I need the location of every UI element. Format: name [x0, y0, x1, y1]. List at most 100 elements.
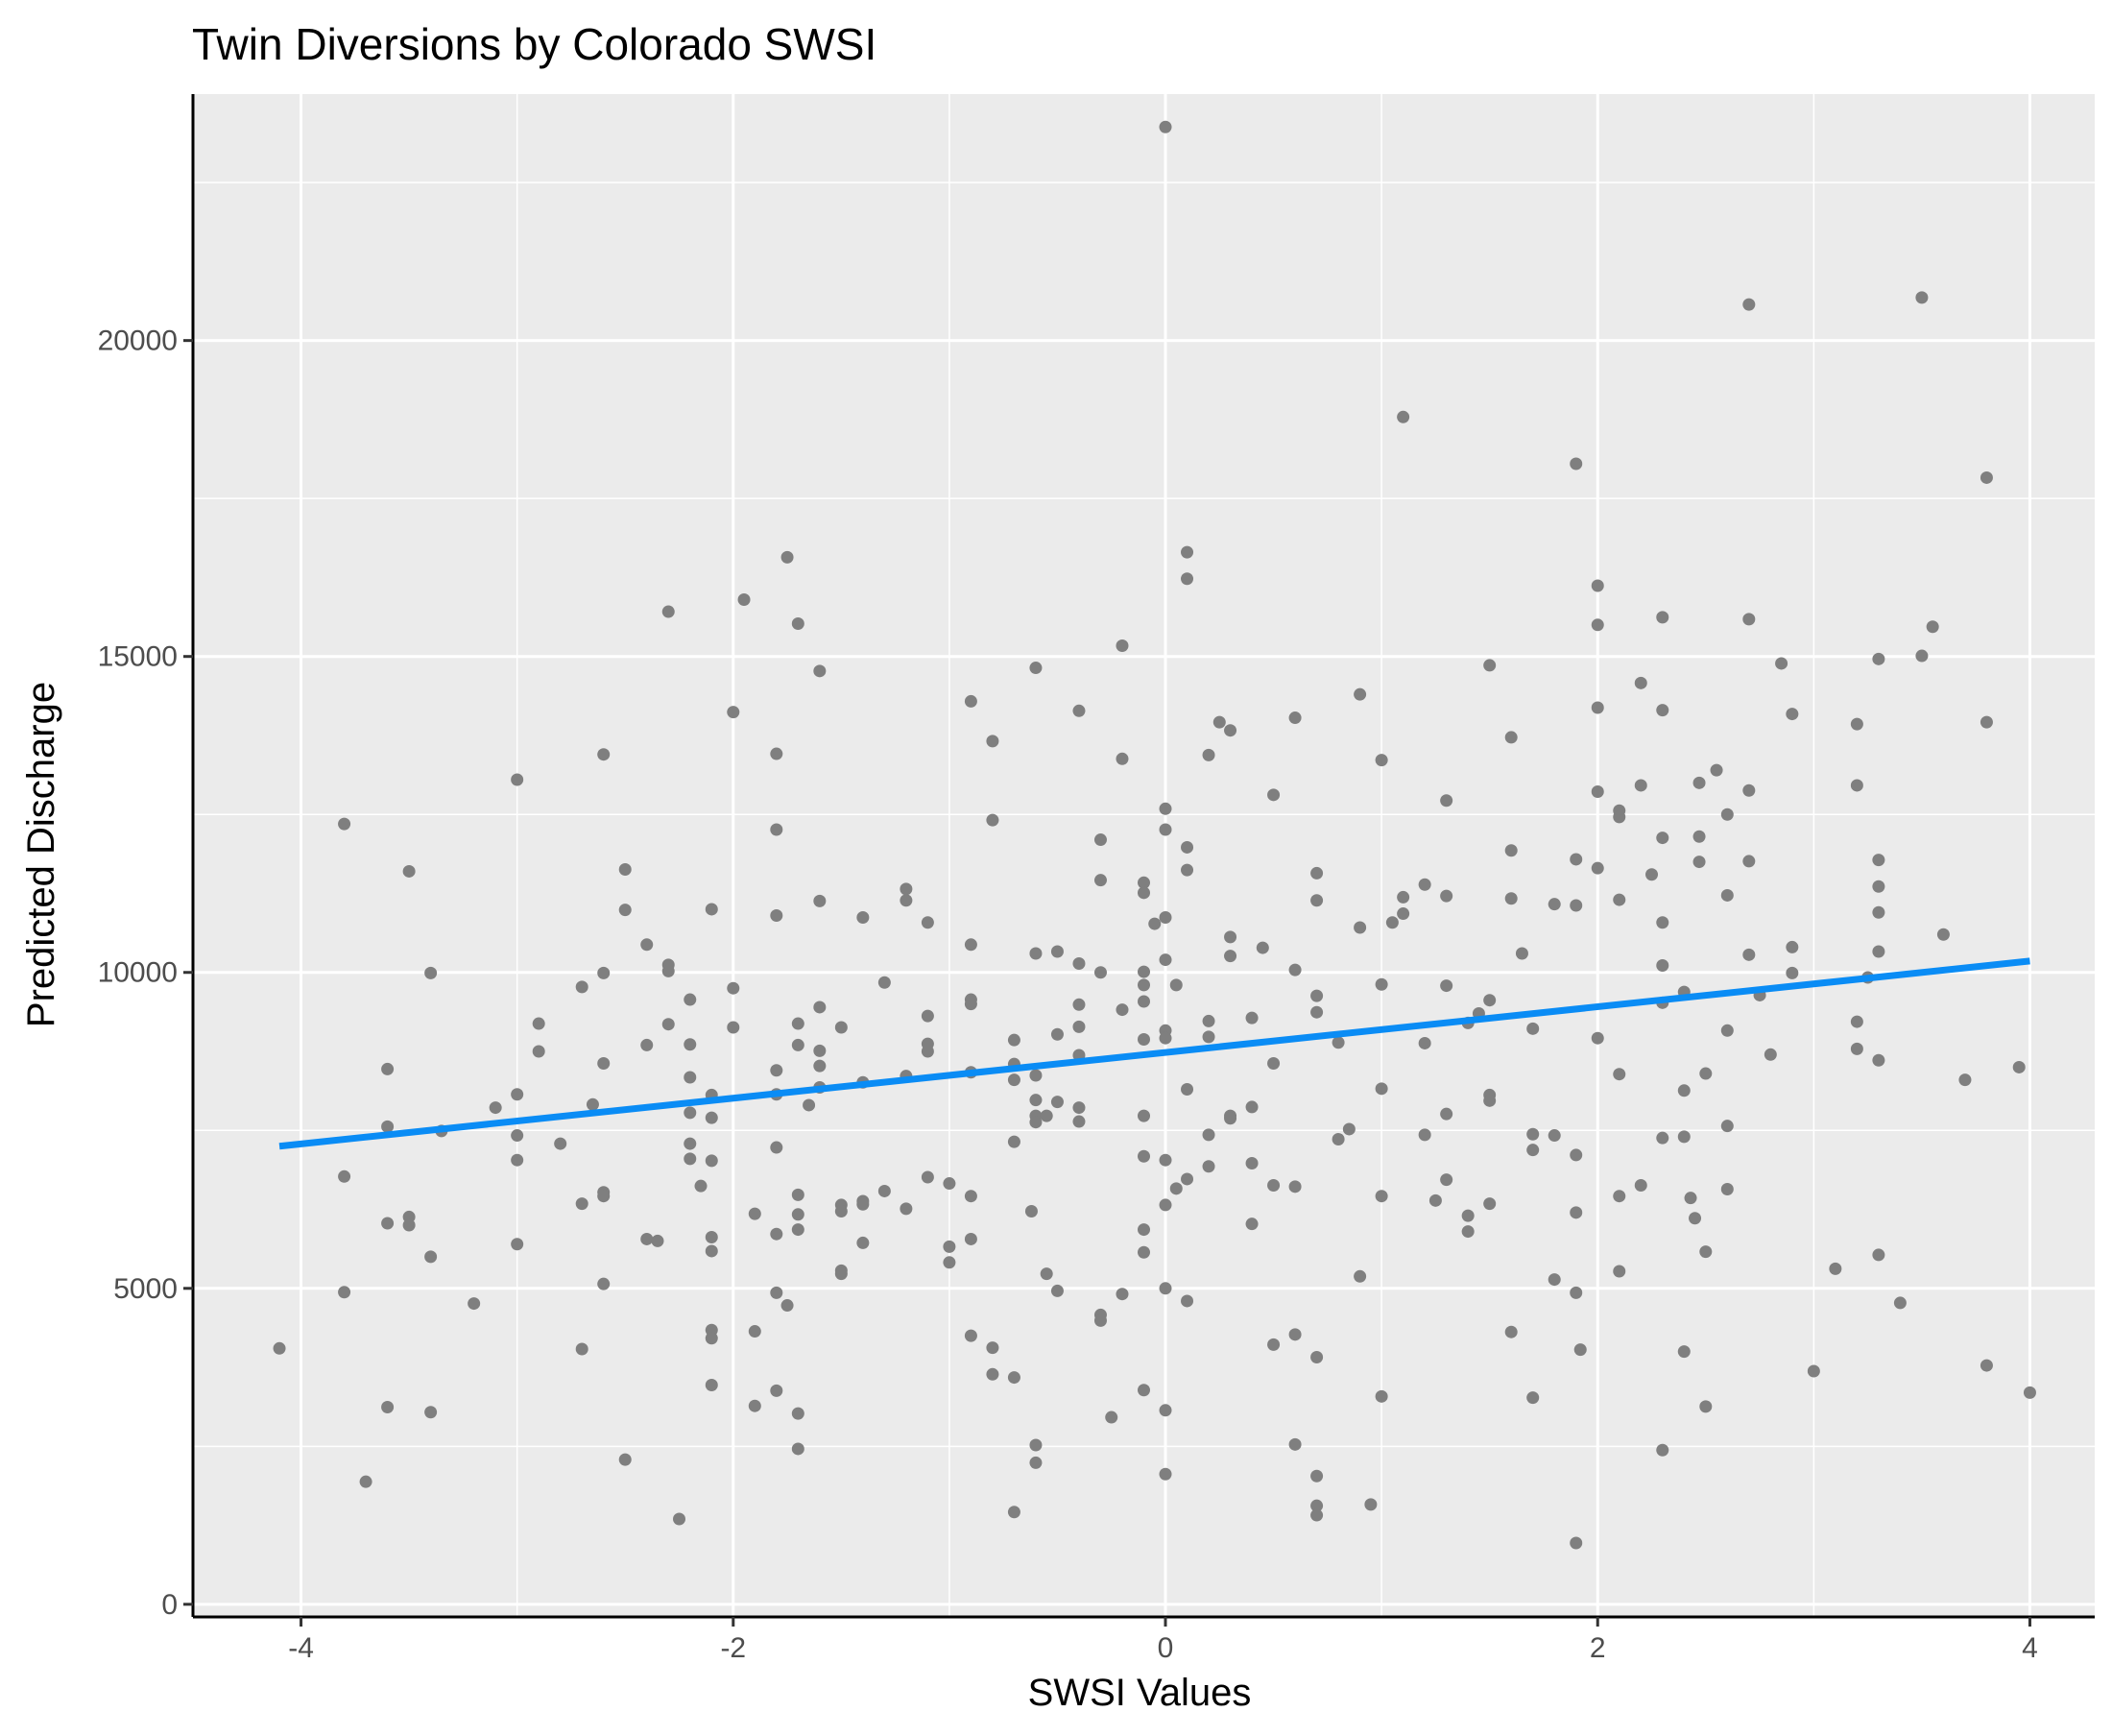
- x-tick-label: 4: [2022, 1632, 2038, 1664]
- data-point: [1245, 1011, 1259, 1025]
- data-point: [1570, 1536, 1583, 1550]
- data-point: [1256, 941, 1269, 954]
- data-point: [1245, 1218, 1259, 1231]
- data-point: [694, 1179, 708, 1193]
- data-point: [1159, 823, 1172, 836]
- data-point: [618, 1453, 632, 1466]
- data-point: [1202, 1014, 1215, 1027]
- data-point: [1105, 1410, 1118, 1424]
- data-point: [1915, 649, 1929, 663]
- data-point: [1267, 1057, 1281, 1071]
- data-point: [1159, 1153, 1172, 1167]
- data-point: [748, 1325, 761, 1338]
- data-point: [834, 1205, 848, 1218]
- data-point: [705, 1154, 718, 1168]
- data-point: [1288, 1328, 1302, 1341]
- data-point: [1440, 1107, 1453, 1121]
- data-point: [964, 1190, 977, 1203]
- data-point: [1159, 1031, 1172, 1045]
- data-point: [1224, 950, 1237, 963]
- data-point: [1224, 1112, 1237, 1125]
- data-point: [338, 817, 351, 831]
- y-axis-ticks: 0 5000 10000 15000 20000: [98, 326, 193, 1621]
- data-point: [1385, 916, 1399, 929]
- data-point: [1169, 978, 1183, 992]
- data-point: [964, 1329, 977, 1342]
- data-point: [986, 1341, 999, 1355]
- data-point: [1699, 1067, 1713, 1080]
- data-point: [1591, 861, 1604, 875]
- data-point: [1872, 880, 1885, 893]
- data-point: [1980, 715, 1993, 729]
- data-point: [684, 1137, 697, 1150]
- data-point: [1692, 776, 1706, 789]
- data-point: [705, 1378, 718, 1391]
- data-point: [1570, 853, 1583, 866]
- data-point: [921, 1009, 934, 1023]
- data-point: [1310, 1005, 1324, 1019]
- data-point: [1720, 1120, 1734, 1133]
- data-point: [1181, 1082, 1194, 1096]
- data-point: [684, 1038, 697, 1051]
- data-point: [575, 1342, 588, 1356]
- data-point: [1050, 1284, 1064, 1297]
- data-point: [1159, 1198, 1172, 1212]
- data-point: [1375, 1389, 1388, 1403]
- data-point: [1072, 1101, 1086, 1115]
- data-point: [705, 903, 718, 916]
- data-point: [1029, 1438, 1043, 1452]
- data-point: [402, 864, 416, 878]
- data-point: [684, 993, 697, 1006]
- data-point: [338, 1286, 351, 1299]
- data-point: [770, 1286, 783, 1299]
- data-point: [943, 1177, 956, 1191]
- data-point: [1634, 779, 1647, 792]
- data-point: [1148, 917, 1162, 930]
- data-point: [1764, 1048, 1777, 1061]
- data-point: [1893, 1296, 1907, 1310]
- data-point: [1288, 1437, 1302, 1451]
- data-point: [2012, 1060, 2026, 1073]
- data-point: [1515, 947, 1528, 960]
- data-point: [921, 1045, 934, 1058]
- data-point: [1483, 1197, 1497, 1211]
- data-point: [1645, 868, 1659, 881]
- data-point: [1634, 1179, 1647, 1193]
- data-point: [1742, 855, 1756, 868]
- data-point: [640, 938, 654, 952]
- data-point: [1742, 298, 1756, 311]
- data-point: [575, 1197, 588, 1211]
- data-point: [1007, 1073, 1020, 1087]
- data-point: [597, 1277, 611, 1290]
- data-point: [1397, 907, 1410, 921]
- data-point: [1980, 1359, 1993, 1372]
- data-point: [338, 1169, 351, 1183]
- data-point: [748, 1207, 761, 1220]
- data-point: [661, 605, 675, 618]
- data-point: [1786, 966, 1799, 979]
- data-point: [1872, 1248, 1885, 1262]
- data-point: [1613, 810, 1626, 824]
- data-point: [1138, 1223, 1150, 1237]
- data-point: [1742, 784, 1756, 797]
- data-point: [532, 1045, 545, 1058]
- data-point: [1936, 928, 1950, 941]
- data-point: [1548, 1129, 1561, 1143]
- data-point: [597, 748, 611, 761]
- data-point: [1202, 1030, 1215, 1044]
- data-point: [1007, 1033, 1020, 1047]
- data-point: [1850, 779, 1863, 792]
- data-point: [1504, 892, 1518, 905]
- data-point: [748, 1399, 761, 1412]
- data-point: [1570, 1148, 1583, 1162]
- data-point: [381, 1120, 395, 1133]
- data-point: [1224, 724, 1237, 737]
- data-point: [1526, 1391, 1540, 1405]
- data-point: [1310, 894, 1324, 907]
- data-point: [1029, 662, 1043, 675]
- data-point: [1072, 704, 1086, 717]
- data-point: [1786, 708, 1799, 721]
- data-point: [1116, 639, 1129, 653]
- data-point: [273, 1341, 286, 1355]
- data-point: [1181, 840, 1194, 854]
